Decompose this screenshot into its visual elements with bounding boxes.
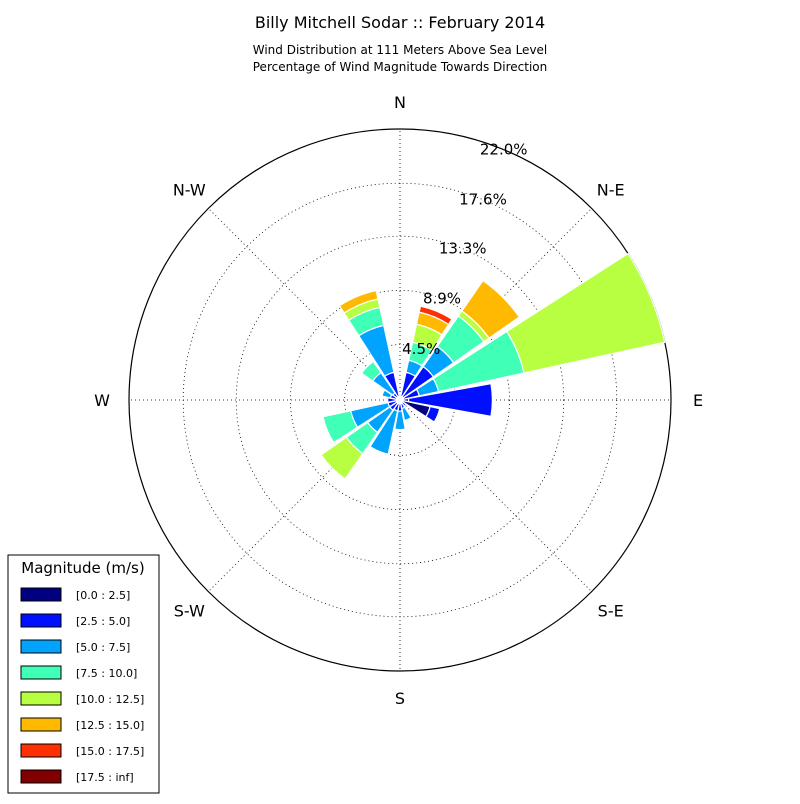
polar-grid (128, 128, 672, 672)
direction-label: W (94, 391, 110, 410)
legend-swatch (20, 769, 62, 784)
radial-tick-label: 17.6% (459, 191, 507, 209)
windrose-bar (369, 408, 399, 455)
radial-tick-labels: 4.5% 8.9% 13.3% 17.6% 22.0% (402, 141, 527, 358)
radial-gridline (289, 289, 510, 510)
windrose-bar (322, 410, 359, 444)
direction-label: S (395, 689, 405, 708)
legend-title: Magnitude (m/s) (21, 559, 144, 577)
direction-label: E (693, 391, 703, 410)
legend-label: [12.5 : 15.0] (76, 719, 144, 732)
legend-swatch (20, 743, 62, 758)
chart-subtitle-line-2: Percentage of Wind Magnitude Towards Dir… (253, 60, 547, 74)
windrose-bar (418, 305, 453, 326)
radial-gridline (235, 235, 565, 565)
legend-label: [0.0 : 2.5] (76, 589, 130, 602)
radial-tick-label: 13.3% (439, 240, 487, 258)
legend-label: [17.5 : inf] (76, 771, 134, 784)
legend-label: [7.5 : 10.0] (76, 667, 137, 680)
windrose-bar (505, 252, 666, 374)
legend-swatch (20, 665, 62, 680)
radial-gridline (182, 182, 618, 618)
windrose-bar (338, 289, 379, 314)
windrose-bar (407, 382, 493, 418)
windrose-bar (461, 279, 521, 339)
angular-gridline (399, 399, 592, 592)
windrose-bars (320, 252, 666, 480)
windrose-bar (360, 360, 382, 382)
direction-label: N (394, 93, 406, 112)
legend-items: [0.0 : 2.5] [2.5 : 5.0] [5.0 : 7.5] [7.5 : … (20, 587, 144, 784)
radial-tick-label: 22.0% (480, 141, 528, 159)
direction-labels: N N-E E S-E S S-W W N-W (94, 93, 703, 708)
radial-tick-label: 4.5% (402, 340, 440, 358)
radial-gridline (344, 344, 456, 456)
legend-swatch (20, 587, 62, 602)
legend-swatch (20, 639, 62, 654)
windrose-bar (425, 405, 441, 423)
legend-swatch (20, 691, 62, 706)
legend-label: [5.0 : 7.5] (76, 641, 130, 654)
windrose-bar (320, 436, 364, 480)
legend-label: [15.0 : 17.5] (76, 745, 144, 758)
direction-label: S-W (174, 602, 205, 621)
chart-subtitle-line-1: Wind Distribution at 111 Meters Above Se… (253, 43, 548, 57)
legend: Magnitude (m/s) [0.0 : 2.5] [2.5 : 5.0] [5… (7, 554, 160, 794)
direction-label: S-E (598, 602, 624, 621)
legend-label: [10.0 : 12.5] (76, 693, 144, 706)
chart-title: Billy Mitchell Sodar :: February 2014 (255, 13, 545, 32)
radial-tick-label: 8.9% (423, 290, 461, 308)
direction-label: N-W (173, 180, 206, 199)
windrose-bar (401, 406, 413, 422)
direction-label: N-E (597, 180, 625, 199)
windrose-bar (394, 410, 406, 431)
windrose-bar (381, 389, 393, 399)
legend-label: [2.5 : 5.0] (76, 615, 130, 628)
legend-swatch (20, 717, 62, 732)
outer-boundary (128, 128, 672, 672)
legend-swatch (20, 613, 62, 628)
